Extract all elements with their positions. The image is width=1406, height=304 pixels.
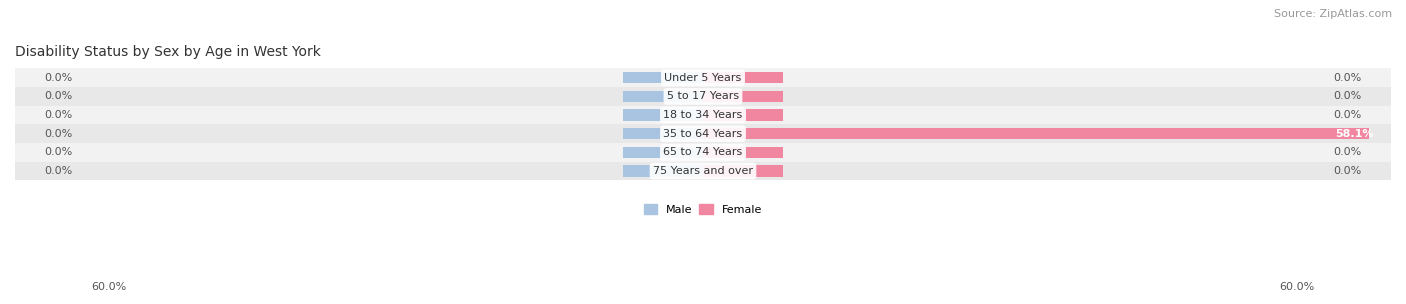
Text: 18 to 34 Years: 18 to 34 Years	[664, 110, 742, 120]
Bar	[623, 91, 703, 102]
Text: Under 5 Years: Under 5 Years	[665, 73, 741, 83]
Bar	[703, 128, 1369, 139]
Text: 0.0%: 0.0%	[44, 166, 72, 176]
Text: Disability Status by Sex by Age in West York: Disability Status by Sex by Age in West …	[15, 45, 321, 59]
Text: 60.0%: 60.0%	[91, 282, 127, 292]
Bar	[623, 128, 703, 139]
Text: 0.0%: 0.0%	[44, 73, 72, 83]
Text: 0.0%: 0.0%	[44, 129, 72, 139]
Bar	[623, 72, 703, 83]
Text: 5 to 17 Years: 5 to 17 Years	[666, 92, 740, 102]
Bar	[703, 165, 783, 177]
Text: 60.0%: 60.0%	[1279, 282, 1315, 292]
Text: 0.0%: 0.0%	[1334, 166, 1362, 176]
Text: 0.0%: 0.0%	[1334, 147, 1362, 157]
Bar	[703, 109, 783, 121]
Text: 35 to 64 Years: 35 to 64 Years	[664, 129, 742, 139]
Bar	[623, 109, 703, 121]
Bar	[15, 162, 1391, 180]
Bar	[703, 147, 783, 158]
Legend: Male, Female: Male, Female	[640, 199, 766, 219]
Text: 65 to 74 Years: 65 to 74 Years	[664, 147, 742, 157]
Bar	[15, 143, 1391, 162]
Bar	[703, 72, 783, 83]
Bar	[703, 91, 783, 102]
Bar	[623, 147, 703, 158]
Text: 0.0%: 0.0%	[44, 92, 72, 102]
Text: 0.0%: 0.0%	[1334, 110, 1362, 120]
Bar	[15, 68, 1391, 87]
Text: 0.0%: 0.0%	[44, 147, 72, 157]
Text: 75 Years and over: 75 Years and over	[652, 166, 754, 176]
Text: 0.0%: 0.0%	[1334, 73, 1362, 83]
Bar	[623, 165, 703, 177]
Bar	[15, 106, 1391, 124]
Text: 58.1%: 58.1%	[1336, 129, 1374, 139]
Text: Source: ZipAtlas.com: Source: ZipAtlas.com	[1274, 9, 1392, 19]
Text: 0.0%: 0.0%	[1334, 92, 1362, 102]
Bar	[15, 87, 1391, 106]
Bar	[15, 124, 1391, 143]
Text: 0.0%: 0.0%	[44, 110, 72, 120]
